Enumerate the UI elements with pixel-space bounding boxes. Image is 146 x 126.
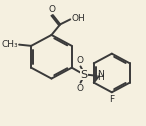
Text: O: O [49,5,56,14]
Text: F: F [109,94,114,104]
Text: O: O [76,85,83,93]
Text: H: H [97,73,104,82]
Text: CH₃: CH₃ [2,40,18,49]
Text: OH: OH [71,14,85,23]
Text: O: O [76,56,83,65]
Text: S: S [80,70,87,80]
Text: N: N [97,70,104,79]
